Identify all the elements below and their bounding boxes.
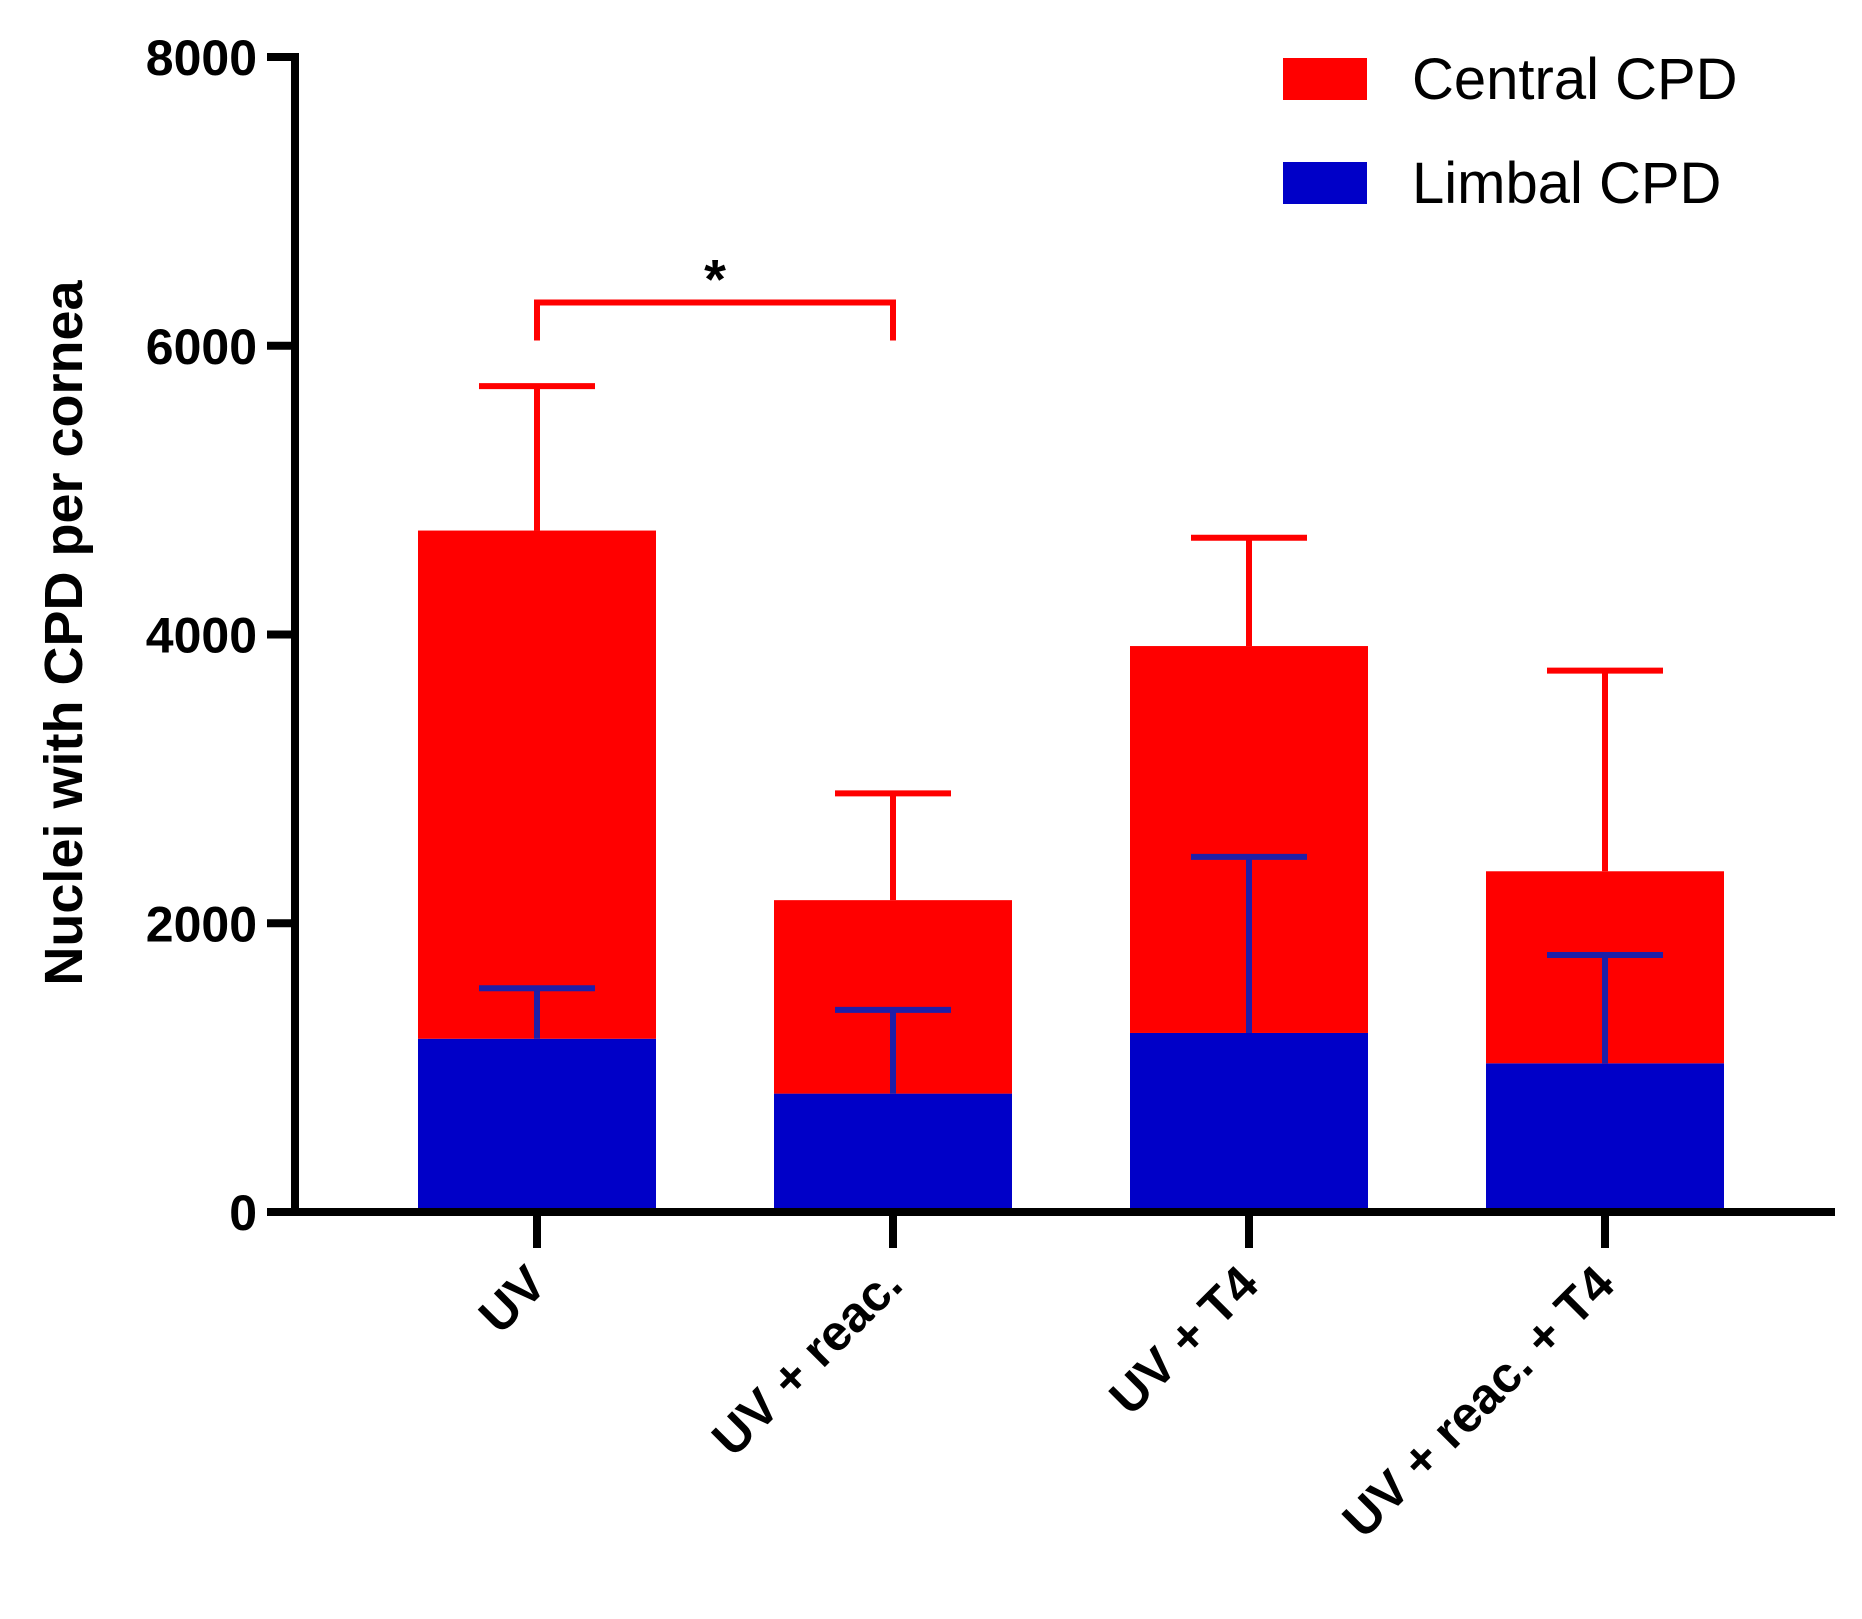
significance-label-0: * (704, 247, 726, 310)
error-bars-layer (479, 383, 1663, 1094)
legend-label-central-cpd: Central CPD (1412, 47, 1738, 112)
axes-layer: 0 2000 4000 6000 8000 UV UV + reac. UV + T4 UV +… (146, 30, 1835, 1548)
legend-label-limbal-cpd: Limbal CPD (1412, 151, 1721, 216)
bars-layer (418, 530, 1724, 1212)
bar-limbal-cpd-uv (418, 1038, 656, 1212)
x-tick-label-uv: UV (468, 1255, 557, 1344)
x-tick-label-uv-t4: UV + T4 (1099, 1255, 1269, 1425)
y-tick-label-6000: 6000 (146, 319, 257, 375)
bar-limbal-cpd-uv-reac (774, 1093, 1012, 1212)
significance-layer: * (534, 247, 896, 341)
x-tick-label-uv-reac: UV + reac. (701, 1255, 913, 1467)
significance-bracket-0 (534, 299, 896, 341)
legend-swatch-limbal-cpd (1283, 162, 1367, 204)
bar-limbal-cpd-uv-t4 (1130, 1032, 1368, 1212)
y-tick-label-2000: 2000 (146, 896, 257, 952)
y-tick-label-0: 0 (229, 1185, 257, 1241)
legend: Central CPD Limbal CPD (1283, 47, 1738, 216)
legend-swatch-central-cpd (1283, 58, 1367, 100)
bar-central-cpd-uv (418, 530, 656, 1039)
x-tick-label-uv-reac-t4: UV + reac. + T4 (1332, 1255, 1625, 1548)
bar-limbal-cpd-uv-reac-t4 (1486, 1063, 1724, 1212)
y-tick-label-8000: 8000 (146, 30, 257, 86)
y-axis-title: Nuclei with CPD per cornea (34, 279, 94, 985)
y-tick-label-4000: 4000 (146, 608, 257, 664)
